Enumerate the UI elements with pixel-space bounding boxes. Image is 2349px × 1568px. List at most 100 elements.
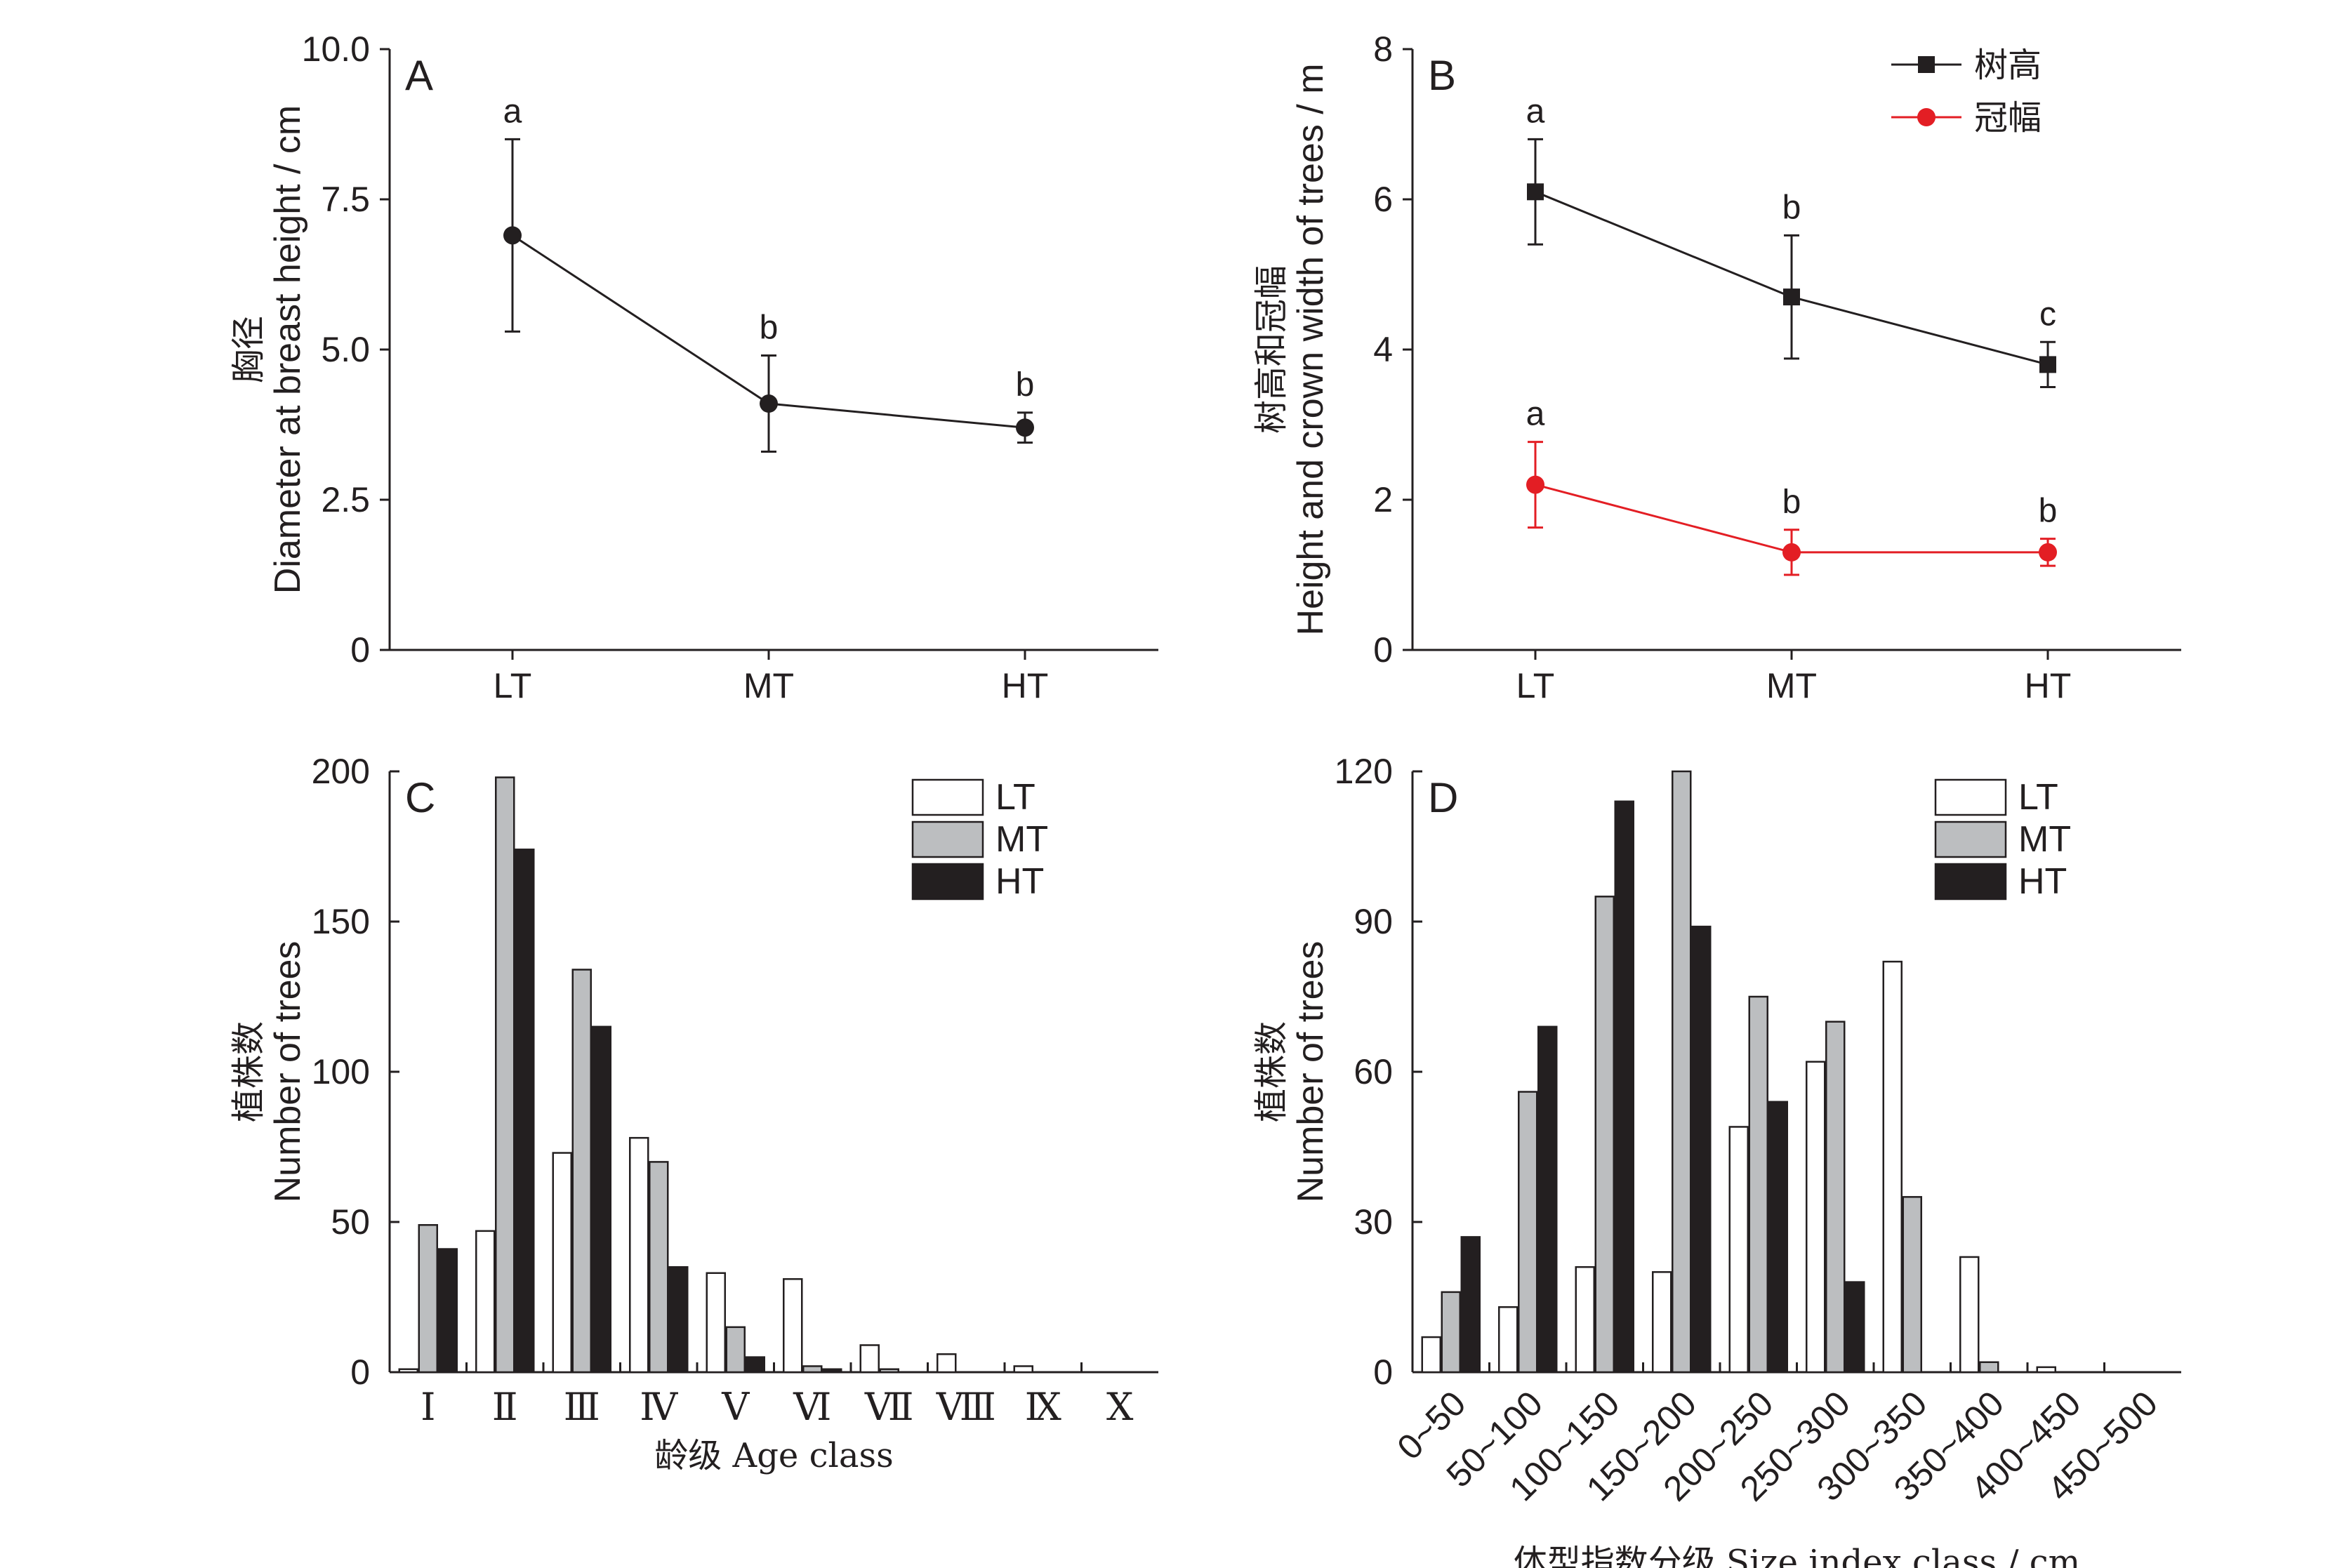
data-point [760, 394, 778, 413]
legend-label: LT [995, 777, 1035, 818]
bar-lt-3 [1575, 1265, 1595, 1374]
bar-ht-5 [1768, 1101, 1788, 1374]
legend-swatch-lt [911, 778, 984, 816]
x-tick-label: Ⅷ [936, 1386, 996, 1428]
bar-lt-5 [706, 1272, 726, 1374]
y-axis-title-cn: 胸径 [229, 316, 268, 383]
bar-lt-9 [1013, 1365, 1033, 1374]
significance-letter: b [1016, 366, 1035, 404]
x-tick-label: HT [1002, 666, 1049, 705]
y-axis-title-en: Height and crown width of trees / m [1290, 63, 1331, 635]
legend-swatch-mt [911, 820, 984, 858]
bar-lt-5 [1728, 1126, 1749, 1374]
bar-mt-4 [649, 1161, 669, 1374]
x-tick-label: Ⅳ [640, 1386, 678, 1428]
bar-mt-7 [1902, 1196, 1922, 1374]
y-tick-label: 10.0 [302, 29, 370, 69]
legend-marker [1918, 56, 1935, 73]
panel-a: 0 2.5 5.0 7.5 10.0 A 胸径 Diameter at breast heig… [229, 29, 1158, 705]
x-tick-label: MT [743, 666, 794, 705]
y-axis-title-en: Number of trees [1290, 941, 1331, 1203]
bar-mt-1 [418, 1224, 438, 1374]
bar-lt-4 [629, 1136, 649, 1374]
bar-lt-7 [859, 1344, 880, 1374]
bar-lt-8 [1959, 1256, 1980, 1374]
y-tick-label: 30 [1354, 1202, 1393, 1242]
legend-label: 冠幅 [1974, 98, 2042, 138]
bar-lt-2 [1498, 1306, 1518, 1374]
y-axis-title-en: Number of trees [267, 941, 308, 1203]
y-tick-label: 8 [1373, 29, 1393, 69]
x-tick-label: Ⅱ [492, 1386, 518, 1428]
data-point [1783, 288, 1800, 306]
bar-ht-5 [745, 1356, 765, 1374]
bar-lt-4 [1652, 1271, 1672, 1374]
bar-ht-1 [437, 1248, 458, 1374]
legend-swatch-ht [911, 863, 984, 901]
panel-b: 0 2 4 6 8B 树高和冠幅 Height and crown width of tre… [1252, 29, 2181, 705]
bar-ht-2 [1537, 1025, 1558, 1374]
y-axis-title-cn: 树高和冠幅 [1252, 265, 1291, 434]
x-tick-label: Ⅰ [421, 1386, 435, 1428]
panel-label: D [1428, 774, 1458, 821]
bar-mt-6 [802, 1365, 823, 1374]
significance-letter: b [2039, 493, 2058, 530]
y-tick-label: 120 [1335, 752, 1393, 791]
y-tick-label: 4 [1373, 330, 1393, 369]
bar-ht-3 [1614, 800, 1634, 1374]
bar-ht-1 [1460, 1236, 1481, 1374]
y-tick-label: 60 [1354, 1052, 1393, 1091]
bar-lt-9 [2036, 1366, 2056, 1374]
x-tick-label: Ⅸ [1025, 1386, 1061, 1428]
y-tick-label: 0 [350, 630, 370, 670]
bar-lt-6 [1806, 1061, 1826, 1374]
y-tick-label: 0 [1373, 630, 1393, 670]
legend-label: MT [995, 819, 1048, 860]
x-tick-label: Ⅲ [564, 1386, 600, 1428]
significance-letter: a [1526, 93, 1545, 130]
y-tick-label: 150 [312, 902, 370, 941]
panel-label: C [405, 774, 435, 821]
bar-mt-7 [879, 1368, 899, 1374]
panel-label: B [1428, 52, 1456, 99]
x-tick-label: Ⅹ [1106, 1386, 1134, 1428]
y-tick-label: 200 [312, 752, 370, 791]
bar-ht-3 [591, 1025, 611, 1374]
x-tick-label: Ⅵ [793, 1386, 831, 1428]
data-point [1526, 475, 1544, 494]
x-tick-label: Ⅴ [721, 1386, 750, 1428]
x-axis-title: 龄级 Age class [654, 1436, 893, 1475]
legend-label: HT [995, 861, 1044, 902]
bar-ht-2 [515, 849, 535, 1374]
bar-ht-4 [668, 1265, 689, 1374]
legend-label: LT [2018, 777, 2058, 818]
legend-label: HT [2018, 861, 2067, 902]
y-tick-label: 0 [1373, 1353, 1393, 1392]
significance-letter: a [503, 93, 522, 130]
legend-label: 树高 [1974, 46, 2042, 85]
x-tick-label: Ⅶ [864, 1386, 914, 1428]
data-point [1782, 543, 1801, 562]
y-axis-title-cn: 植株数 [1252, 1021, 1291, 1122]
y-tick-label: 2.5 [321, 480, 370, 519]
legend-swatch-mt [1934, 820, 2007, 858]
bar-lt-6 [783, 1278, 803, 1374]
bar-mt-3 [1594, 896, 1615, 1374]
bar-lt-1 [1421, 1336, 1441, 1374]
x-tick-label: LT [494, 666, 532, 705]
y-tick-label: 0 [350, 1353, 370, 1392]
x-axis-title: 体型指数分级 Size index class / cm [1514, 1543, 2080, 1568]
bar-mt-1 [1441, 1291, 1461, 1374]
bar-ht-6 [822, 1368, 842, 1374]
legend-swatch-ht [1934, 863, 2007, 901]
bar-mt-3 [571, 969, 592, 1374]
data-point [503, 226, 522, 245]
bar-mt-5 [1748, 995, 1768, 1374]
y-tick-label: 6 [1373, 180, 1393, 219]
significance-letter: b [1782, 189, 1801, 226]
bar-lt-2 [475, 1230, 496, 1374]
bar-mt-2 [1518, 1091, 1538, 1374]
bar-lt-1 [398, 1368, 418, 1374]
